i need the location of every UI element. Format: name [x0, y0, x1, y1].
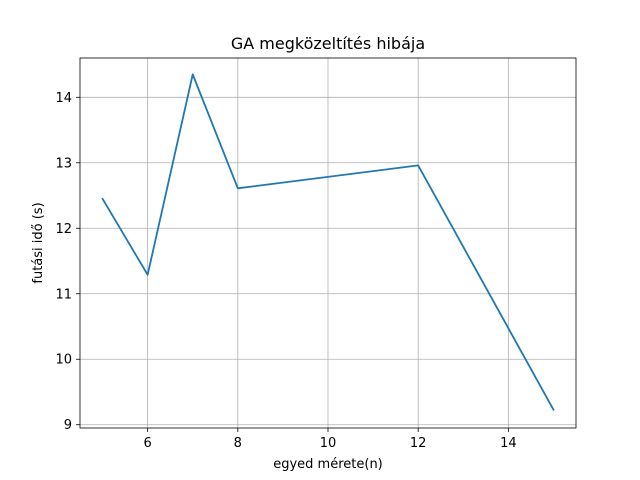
plot-frame [79, 57, 577, 429]
x-tick-label: 12 [410, 436, 427, 451]
y-tick-label: 9 [64, 418, 72, 433]
x-tick-label: 8 [234, 436, 242, 451]
x-tick-label: 10 [320, 436, 337, 451]
x-axis-label: egyed mérete(n) [273, 457, 383, 472]
series-line-0 [101, 73, 555, 411]
y-tick-label: 14 [55, 91, 72, 106]
x-tick-label: 14 [500, 436, 517, 451]
y-tick-label: 10 [55, 353, 72, 368]
series-group [101, 73, 555, 411]
y-tick-label: 12 [55, 222, 72, 237]
chart-title: GA megközeltítés hibája [231, 34, 425, 53]
grid [80, 58, 576, 428]
ticks: 6 8 10 12 14 9 10 11 12 13 14 [55, 91, 516, 451]
y-tick-label: 11 [55, 287, 72, 302]
y-axis-label: futási idő (s) [31, 202, 46, 283]
x-tick-label: 6 [143, 436, 151, 451]
y-tick-label: 13 [55, 156, 72, 171]
